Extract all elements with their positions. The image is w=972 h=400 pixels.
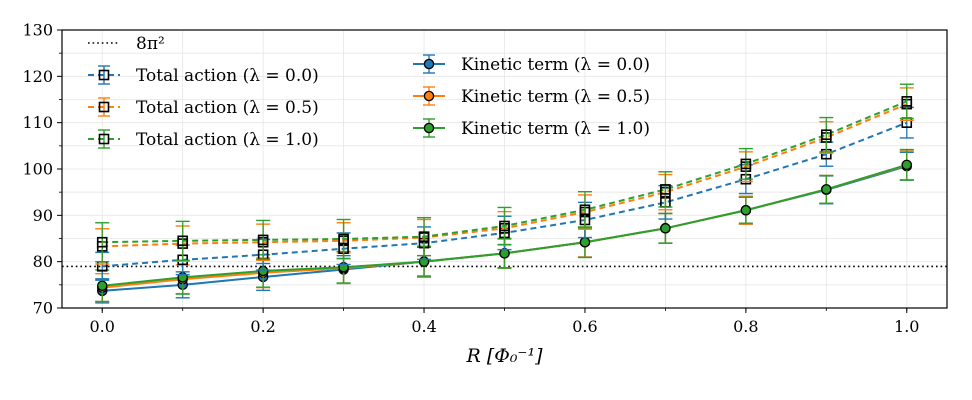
data-point <box>660 223 671 234</box>
legend-marker-sample <box>98 101 110 113</box>
data-point <box>821 129 832 141</box>
legend-entry-kinetic-1-0: Kinetic term (λ = 1.0) <box>413 118 650 139</box>
legend-entry-kinetic-0-0: Kinetic term (λ = 0.0) <box>413 54 650 75</box>
axis-ticks: 0.0 0.2 0.4 0.6 0.8 1.0 70 80 90 100 110 120 130 <box>22 21 919 337</box>
series-kinetic-5 <box>95 148 914 303</box>
data-point <box>901 96 913 107</box>
legend-entry-8pi2: 8π² <box>88 34 165 54</box>
legend-marker-sample <box>98 133 110 145</box>
x-tick-label: 0.8 <box>733 317 758 336</box>
legend-entry-total-1-0: Total action (λ = 1.0) <box>88 129 319 150</box>
data-point <box>499 220 510 232</box>
data-point <box>96 280 108 292</box>
data-point <box>821 184 832 195</box>
legend-marker-sample <box>423 122 435 134</box>
x-tick-label: 0.2 <box>250 317 275 336</box>
x-axis-label: R [Φ₀⁻¹] <box>465 345 543 367</box>
legend-label: 8π² <box>136 34 165 54</box>
y-tick-label: 110 <box>22 113 53 132</box>
plot-series <box>95 83 914 304</box>
legend-label: Total action (λ = 1.0) <box>136 130 319 150</box>
x-tick-label: 0.0 <box>90 317 115 336</box>
data-point <box>901 159 913 171</box>
legend-entry-total-0-5: Total action (λ = 0.5) <box>88 97 319 118</box>
x-tick-label: 1.0 <box>894 317 919 336</box>
x-tick-label: 0.6 <box>572 317 597 336</box>
data-point <box>579 236 591 248</box>
legend-label: Kinetic term (λ = 0.5) <box>461 87 650 107</box>
legend-label: Kinetic term (λ = 1.0) <box>461 119 650 139</box>
data-point <box>418 231 430 242</box>
legend-label: Total action (λ = 0.0) <box>136 66 319 86</box>
legend-marker-sample <box>423 58 435 70</box>
data-point <box>740 158 752 170</box>
legend: 8π² Total action (λ = 0.0) Total action (λ… <box>88 34 650 150</box>
legend-label: Total action (λ = 0.5) <box>136 98 319 118</box>
y-tick-label: 90 <box>33 206 53 225</box>
legend-entry-total-0-0: Total action (λ = 0.0) <box>88 65 319 86</box>
data-point <box>177 235 188 247</box>
legend-marker-sample <box>423 90 435 102</box>
data-point <box>740 204 752 216</box>
y-tick-label: 130 <box>22 21 53 40</box>
data-point <box>96 236 108 248</box>
series-total-2 <box>95 83 914 263</box>
legend-entry-kinetic-0-5: Kinetic term (λ = 0.5) <box>413 86 650 107</box>
y-tick-label: 100 <box>22 160 53 179</box>
legend-marker-sample <box>98 69 110 81</box>
legend-label: Kinetic term (λ = 0.0) <box>461 55 650 75</box>
data-point <box>579 204 591 216</box>
x-tick-label: 0.4 <box>411 317 436 336</box>
data-point <box>660 184 671 195</box>
series-line <box>102 100 908 244</box>
data-point <box>257 234 269 246</box>
y-tick-label: 120 <box>22 67 53 86</box>
y-tick-label: 70 <box>33 299 53 318</box>
data-point <box>338 233 349 245</box>
y-tick-label: 80 <box>33 252 53 271</box>
